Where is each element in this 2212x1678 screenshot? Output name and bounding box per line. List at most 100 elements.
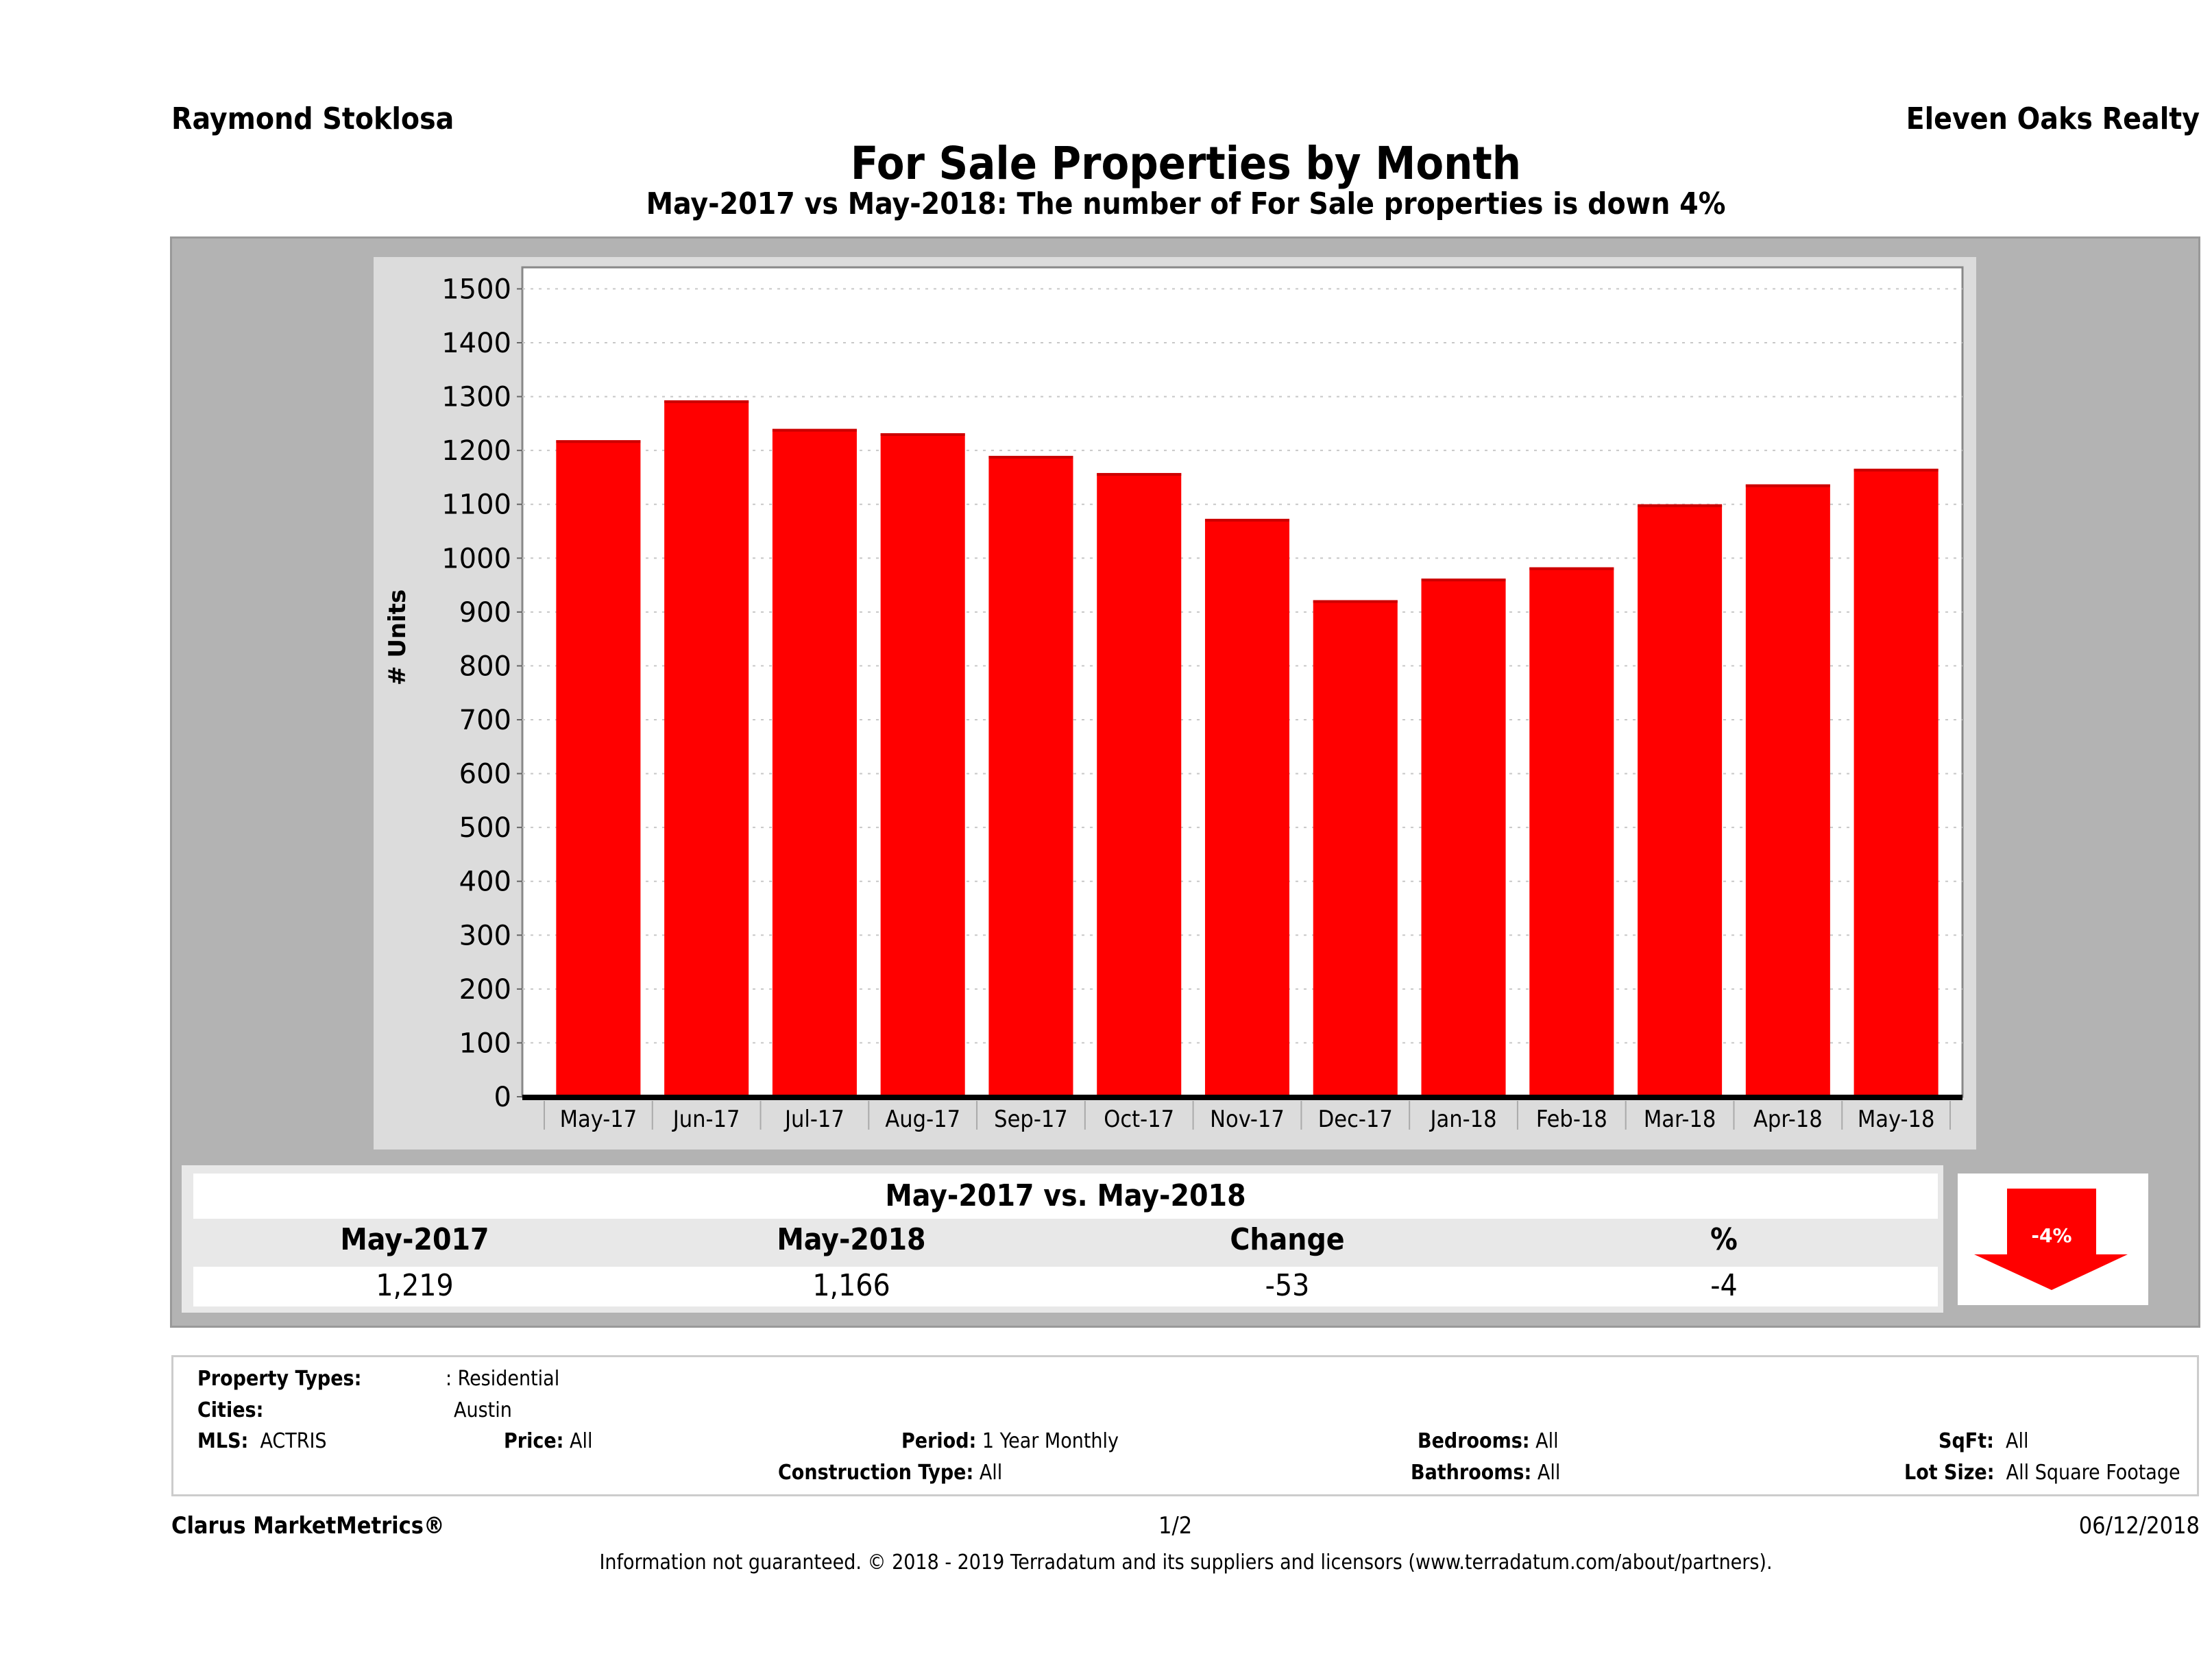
filter-label: Price:: [504, 1429, 564, 1453]
x-tick-label: Jun-17: [672, 1106, 740, 1133]
y-tick-label: 700: [459, 705, 511, 736]
bar-top-edge: [988, 456, 1073, 459]
bar: [1097, 473, 1182, 1097]
summary-title: May-2017 vs. May-2018: [193, 1174, 1938, 1219]
x-tick-label: Jul-17: [783, 1106, 844, 1133]
x-tick-label: Mar-18: [1644, 1106, 1716, 1133]
y-tick-label: 400: [459, 866, 511, 898]
x-tick-label: Feb-18: [1536, 1106, 1607, 1133]
filters-panel: [171, 1355, 2199, 1496]
y-tick-label: 100: [459, 1028, 511, 1059]
bar: [1854, 468, 1938, 1097]
x-tick-label: Aug-17: [885, 1106, 960, 1133]
filter-label: Cities:: [197, 1398, 264, 1422]
bar: [1638, 504, 1723, 1097]
summary-value-percent: -4: [1710, 1268, 1738, 1303]
filter-value: All: [1537, 1461, 1561, 1485]
summary-values-row: [193, 1267, 1938, 1306]
y-tick-label: 0: [494, 1082, 511, 1113]
filter-bathrooms: Bathrooms: All: [1411, 1461, 1560, 1485]
filter-label: SqFt:: [1938, 1429, 1994, 1453]
filter-property-types: Property Types:: [197, 1367, 361, 1391]
summary-value-may-2017: 1,219: [376, 1268, 454, 1303]
filter-label: MLS:: [197, 1429, 249, 1453]
y-axis-ticks: 0 100 200 300 400 500 600 700 800 900 1000 1100 1200…: [441, 273, 522, 1113]
filter-cities-value: Austin: [454, 1398, 512, 1422]
filter-value: All Square Footage: [2006, 1461, 2180, 1485]
report-title: For Sale Properties by Month: [850, 137, 1522, 190]
filter-label: Period:: [901, 1429, 977, 1453]
x-tick-label: Nov-17: [1210, 1106, 1285, 1133]
bar: [880, 433, 965, 1097]
filter-value: 1 Year Monthly: [982, 1429, 1119, 1453]
y-tick-label: 1000: [441, 543, 511, 574]
filter-label: Bedrooms:: [1418, 1429, 1530, 1453]
y-tick-label: 900: [459, 597, 511, 629]
summary-header-may-2018: May-2018: [777, 1222, 926, 1257]
summary-header-may-2017: May-2017: [340, 1222, 489, 1257]
bar-top-edge: [664, 400, 749, 404]
filter-price: Price: All: [504, 1429, 592, 1453]
x-tick-label: Sep-17: [994, 1106, 1068, 1133]
y-tick-label: 1100: [441, 489, 511, 521]
bar-top-edge: [1529, 567, 1614, 570]
change-badge-label: -4%: [2031, 1224, 2071, 1247]
x-tick-label: May-18: [1858, 1106, 1935, 1133]
report-subtitle: May-2017 vs May-2018: The number of For …: [646, 186, 1726, 221]
x-tick-label: Jan-18: [1429, 1106, 1496, 1133]
filter-value: All: [2006, 1429, 2029, 1453]
y-tick-label: 200: [459, 974, 511, 1006]
bar: [1421, 579, 1506, 1097]
footer-page-number: 1/2: [1158, 1512, 1193, 1540]
y-tick-label: 1500: [441, 273, 511, 305]
x-tick-label: Oct-17: [1104, 1106, 1174, 1133]
summary-header-change: Change: [1230, 1222, 1345, 1257]
gridlines: [522, 288, 1962, 1044]
agent-name: Raymond Stoklosa: [171, 101, 454, 136]
x-axis-baseline: [522, 1095, 1962, 1100]
filter-value: ACTRIS: [260, 1429, 327, 1453]
bar-top-edge: [1421, 579, 1506, 582]
bar-top-edge: [1745, 484, 1830, 487]
x-tick-label: Apr-18: [1753, 1106, 1823, 1133]
bar-top-edge: [556, 440, 641, 443]
filter-construction-type: Construction Type: All: [778, 1461, 1002, 1485]
filter-mls: MLS: ACTRIS: [197, 1429, 327, 1453]
filter-bedrooms: Bedrooms: All: [1418, 1429, 1559, 1453]
x-tick-label: Dec-17: [1318, 1106, 1393, 1133]
filter-value: All: [570, 1429, 593, 1453]
filter-label: Property Types:: [197, 1367, 362, 1391]
y-tick-label: 600: [459, 759, 511, 790]
y-tick-label: 800: [459, 650, 511, 682]
filter-lot-size: Lot Size: All Square Footage: [1904, 1461, 2180, 1485]
bar: [1313, 600, 1398, 1097]
y-tick-label: 1200: [441, 435, 511, 467]
company-name: Eleven Oaks Realty: [1906, 101, 2200, 136]
bar-top-edge: [1204, 518, 1290, 522]
bar: [1204, 518, 1290, 1097]
bar: [988, 456, 1073, 1097]
y-axis-label: # Units: [384, 589, 411, 685]
y-tick-label: 1400: [441, 328, 511, 359]
bar-top-edge: [880, 433, 965, 436]
footer-date: 06/12/2018: [2078, 1512, 2200, 1540]
bar: [556, 440, 641, 1097]
bar-top-edge: [1854, 468, 1938, 472]
filter-sqft: SqFt: All: [1938, 1429, 2029, 1453]
x-tick-label: May-17: [560, 1106, 637, 1133]
x-axis-ticks: May-17 Jun-17 Jul-17 Aug-17 Sep-17 Oct-17 Nov-…: [522, 1095, 1962, 1133]
y-tick-label: 1300: [441, 382, 511, 413]
filter-period: Period: 1 Year Monthly: [901, 1429, 1119, 1453]
filter-value: All: [1535, 1429, 1559, 1453]
y-tick-label: 500: [459, 812, 511, 844]
y-tick-label: 300: [459, 920, 511, 951]
summary-value-may-2018: 1,166: [812, 1268, 890, 1303]
filter-cities: Cities:: [197, 1398, 263, 1422]
bar-chart: 0 100 200 300 400 500 600 700 800 900 1000 1100 1200…: [441, 266, 1964, 1133]
bar: [664, 400, 749, 1097]
bar-top-edge: [772, 428, 857, 432]
bar: [1745, 484, 1830, 1097]
filter-property-types-value: : Residential: [446, 1367, 560, 1391]
bar-top-edge: [1097, 473, 1182, 476]
bar-top-edge: [1313, 600, 1398, 603]
